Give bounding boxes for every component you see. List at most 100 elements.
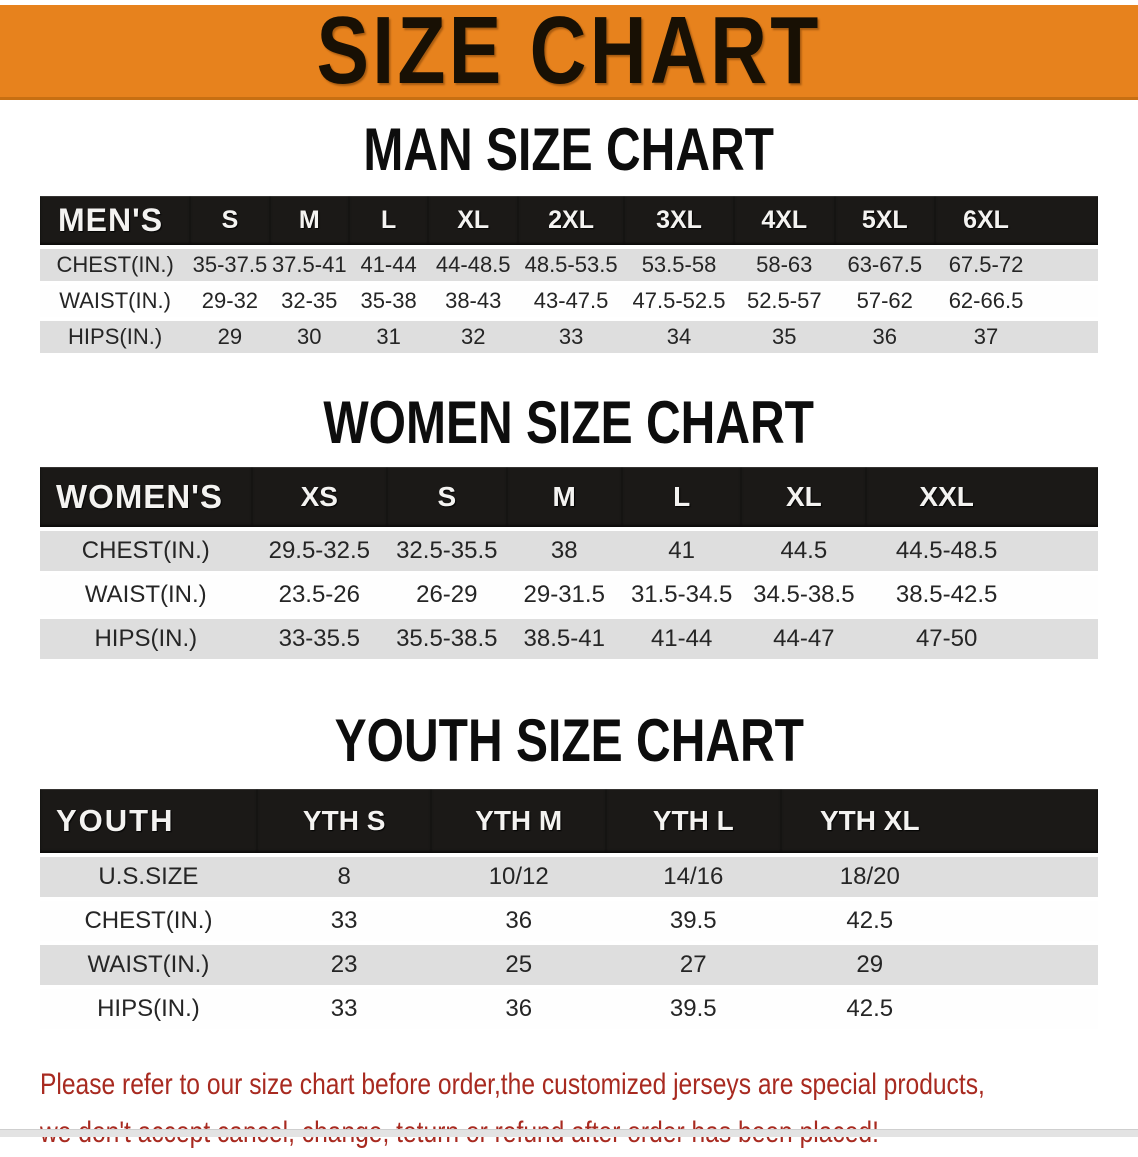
measurement-row: WAIST(IN.) 29-32 32-35 35-38 38-43 43-47.5 47.… [40, 285, 1098, 317]
size-value-cell: 33 [256, 901, 432, 941]
size-value-cell: 38-43 [428, 285, 519, 317]
size-column-header: L [348, 196, 429, 245]
size-value-cell: 14/16 [606, 857, 781, 897]
size-value-cell: 29 [190, 321, 270, 353]
size-value-cell: 37.5-41 [269, 249, 349, 281]
size-value-cell: 53.5-58 [623, 249, 735, 281]
size-column-header: M [506, 467, 622, 527]
size-value-cell: 39.5 [606, 901, 781, 941]
mens-size-table: MEN'S S M L XL 2XL 3XL 4XL 5XL 6XL CHEST(IN.) 35-3… [40, 192, 1098, 357]
size-value-cell: 35 [734, 321, 835, 353]
mens-table-wrap: MEN'S S M L XL 2XL 3XL 4XL 5XL 6XL CHEST(IN.) 35-3… [40, 192, 1098, 357]
size-value-cell: 23 [256, 945, 432, 985]
size-value-cell: 36 [834, 321, 936, 353]
size-column-header: 4XL [734, 196, 835, 245]
women-table-label: WOMEN'S [40, 467, 252, 527]
size-value-cell: 37 [935, 321, 1098, 353]
size-value-cell: 58-63 [734, 249, 835, 281]
size-value-cell: 30 [269, 321, 349, 353]
size-value-cell: 52.5-57 [734, 285, 835, 317]
row-label: HIPS(IN.) [40, 989, 257, 1029]
size-chart-title: SIZE CHART [316, 0, 822, 104]
measurement-row: U.S.SIZE 8 10/12 14/16 18/20 [40, 857, 1098, 897]
measurement-row: HIPS(IN.) 33 36 39.5 42.5 [40, 989, 1098, 1029]
size-column-header: XL [428, 196, 519, 245]
measurement-row: WAIST(IN.) 23 25 27 29 [40, 945, 1098, 985]
size-column-header: XXL [866, 467, 1098, 527]
size-value-cell: 43-47.5 [518, 285, 624, 317]
mens-header-row: MEN'S S M L XL 2XL 3XL 4XL 5XL 6XL [40, 196, 1098, 245]
measurement-row: WAIST(IN.) 23.5-26 26-29 29-31.5 31.5-34.5 34… [40, 575, 1098, 615]
size-value-cell: 33-35.5 [251, 619, 388, 659]
size-value-cell: 39.5 [606, 989, 781, 1029]
disclaimer-line-1: Please refer to our size chart before or… [40, 1068, 985, 1101]
size-column-header: YTH S [256, 789, 432, 853]
size-value-cell: 62-66.5 [935, 285, 1098, 317]
size-value-cell: 42.5 [780, 901, 1098, 941]
size-value-cell: 63-67.5 [834, 249, 936, 281]
size-value-cell: 18/20 [780, 857, 1098, 897]
size-column-header: 2XL [518, 196, 624, 245]
size-value-cell: 35.5-38.5 [387, 619, 507, 659]
womens-table-wrap: WOMEN'S XS S M L XL XXL CHEST(IN.) 29.5-32.5 32.… [40, 463, 1098, 663]
row-label: WAIST(IN.) [40, 285, 191, 317]
size-value-cell: 29-32 [190, 285, 270, 317]
women-size-chart-heading: WOMEN SIZE CHART [323, 389, 815, 456]
size-column-header: L [621, 467, 742, 527]
size-column-header: M [269, 196, 349, 245]
size-value-cell: 26-29 [387, 575, 507, 615]
size-value-cell: 41 [621, 531, 742, 571]
row-label: WAIST(IN.) [40, 945, 257, 985]
row-label: HIPS(IN.) [40, 321, 191, 353]
youth-size-chart-heading: YOUTH SIZE CHART [334, 707, 804, 774]
size-column-header: YTH M [431, 789, 606, 853]
man-size-chart-heading: MAN SIZE CHART [363, 116, 775, 183]
row-label: WAIST(IN.) [40, 575, 252, 615]
size-value-cell: 31.5-34.5 [621, 575, 742, 615]
size-column-header: YTH L [606, 789, 781, 853]
size-column-header: S [387, 467, 507, 527]
row-label: CHEST(IN.) [40, 901, 257, 941]
size-value-cell: 27 [606, 945, 781, 985]
size-value-cell: 47-50 [866, 619, 1098, 659]
size-value-cell: 33 [256, 989, 432, 1029]
size-column-header: 5XL [834, 196, 936, 245]
size-value-cell: 34 [623, 321, 735, 353]
size-column-header: 6XL [935, 196, 1098, 245]
men-table-label: MEN'S [40, 196, 191, 245]
size-value-cell: 44-48.5 [428, 249, 519, 281]
measurement-row: CHEST(IN.) 29.5-32.5 32.5-35.5 38 41 44.5 44.5… [40, 531, 1098, 571]
size-value-cell: 36 [431, 901, 606, 941]
womens-header-row: WOMEN'S XS S M L XL XXL [40, 467, 1098, 527]
size-value-cell: 38.5-41 [506, 619, 622, 659]
row-label: CHEST(IN.) [40, 249, 191, 281]
measurement-row: CHEST(IN.) 33 36 39.5 42.5 [40, 901, 1098, 941]
order-disclaimer-text: Please refer to our size chart before or… [40, 1061, 1098, 1157]
size-chart-banner: SIZE CHART [0, 0, 1138, 104]
size-value-cell: 67.5-72 [935, 249, 1098, 281]
size-column-header: XS [251, 467, 388, 527]
size-value-cell: 42.5 [780, 989, 1098, 1029]
youth-table-wrap: YOUTH YTH S YTH M YTH L YTH XL U.S.SIZE 8 10/1… [40, 785, 1098, 1033]
size-column-header: S [190, 196, 270, 245]
youth-table-label: YOUTH [40, 789, 257, 853]
size-value-cell: 29-31.5 [506, 575, 622, 615]
size-value-cell: 41-44 [621, 619, 742, 659]
size-value-cell: 32-35 [269, 285, 349, 317]
size-value-cell: 44.5-48.5 [866, 531, 1098, 571]
size-value-cell: 48.5-53.5 [518, 249, 624, 281]
size-value-cell: 38.5-42.5 [866, 575, 1098, 615]
measurement-row: HIPS(IN.) 33-35.5 35.5-38.5 38.5-41 41-44 44-… [40, 619, 1098, 659]
size-column-header: YTH XL [780, 789, 1098, 853]
size-value-cell: 44.5 [741, 531, 867, 571]
womens-size-table: WOMEN'S XS S M L XL XXL CHEST(IN.) 29.5-32.5 32.… [40, 463, 1098, 663]
size-value-cell: 32.5-35.5 [387, 531, 507, 571]
size-value-cell: 23.5-26 [251, 575, 388, 615]
youth-header-row: YOUTH YTH S YTH M YTH L YTH XL [40, 789, 1098, 853]
size-value-cell: 32 [428, 321, 519, 353]
row-label: U.S.SIZE [40, 857, 257, 897]
size-value-cell: 38 [506, 531, 622, 571]
size-column-header: 3XL [623, 196, 735, 245]
size-value-cell: 29 [780, 945, 1098, 985]
measurement-row: CHEST(IN.) 35-37.5 37.5-41 41-44 44-48.5 48.5… [40, 249, 1098, 281]
